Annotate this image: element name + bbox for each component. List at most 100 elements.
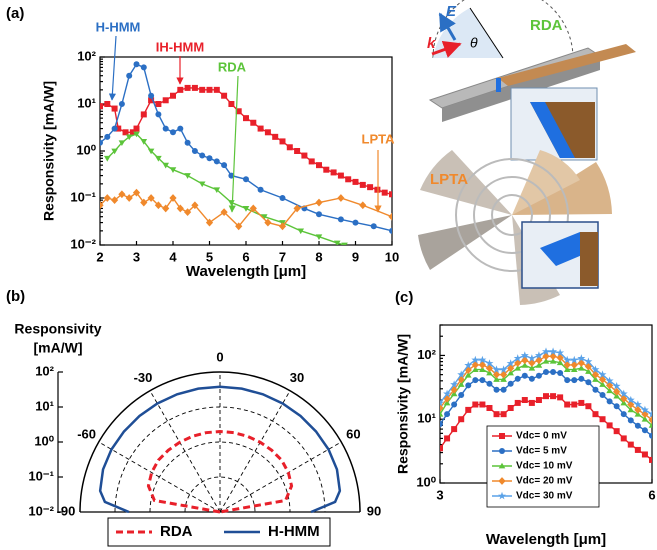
data-point	[472, 366, 479, 372]
data-point	[264, 129, 271, 136]
data-point	[389, 227, 392, 234]
x-tick-label: 8	[315, 249, 322, 264]
data-point	[606, 381, 614, 390]
data-point	[472, 377, 479, 384]
data-point	[228, 101, 235, 107]
series-annotation: H-HMM	[96, 19, 141, 34]
y-axis-label: Responsivity [mA/W]	[41, 81, 57, 221]
data-point	[527, 354, 536, 362]
data-point	[570, 366, 578, 372]
data-point	[443, 389, 452, 398]
data-point	[493, 376, 500, 382]
legend-marker	[498, 491, 506, 500]
data-point	[528, 364, 536, 371]
data-point	[585, 403, 592, 410]
series-line	[106, 133, 345, 245]
data-point	[471, 361, 479, 369]
data-point	[557, 370, 564, 377]
data-point	[550, 393, 557, 400]
data-point	[260, 214, 268, 221]
data-point	[520, 351, 529, 359]
data-point	[147, 148, 155, 155]
data-point	[507, 404, 514, 411]
radial-grid	[184, 476, 256, 513]
data-point	[458, 416, 465, 423]
data-point	[337, 194, 345, 202]
data-point	[606, 398, 613, 405]
data-point	[578, 364, 585, 371]
data-point	[220, 208, 228, 217]
angle-grid	[219, 441, 342, 513]
data-point	[591, 370, 600, 379]
data-point	[649, 432, 652, 439]
rda-arm-top	[498, 44, 636, 86]
device-illustrations: E k θ RDA LPTA	[418, 0, 636, 305]
data-point	[521, 362, 529, 368]
data-point	[464, 371, 472, 378]
data-point	[235, 108, 242, 115]
data-point	[249, 204, 257, 213]
data-point	[570, 361, 578, 369]
data-point	[648, 422, 652, 428]
data-point	[578, 399, 585, 406]
data-point	[388, 212, 392, 221]
data-point	[457, 381, 465, 387]
annotation-arrow	[228, 75, 239, 213]
data-point	[301, 152, 308, 159]
data-point	[564, 401, 571, 408]
data-point	[169, 167, 177, 174]
data-point	[221, 92, 228, 99]
data-point	[564, 377, 571, 384]
data-point	[599, 381, 606, 387]
data-point	[613, 392, 620, 399]
data-point	[592, 376, 599, 382]
data-point	[133, 125, 140, 132]
data-point	[103, 194, 111, 202]
data-point	[563, 366, 571, 372]
x-tick-label: 3	[133, 249, 140, 264]
polar-series	[146, 429, 294, 514]
data-point	[599, 416, 606, 423]
data-point	[598, 375, 607, 384]
data-point	[111, 125, 118, 132]
angle-grid	[219, 390, 291, 513]
legend-label: H-HMM	[268, 523, 320, 540]
k-label: k	[427, 35, 436, 52]
data-point	[486, 369, 493, 376]
angle-tick-label: -90	[57, 503, 76, 518]
data-point	[458, 391, 465, 398]
legend-label: Vdc= 0 mV	[516, 431, 567, 442]
y-tick-label: 10⁰	[76, 142, 96, 157]
x-axis-label: Wavelength [μm]	[186, 263, 306, 280]
data-point	[549, 352, 557, 361]
data-point	[465, 406, 472, 413]
e-label: E	[446, 3, 457, 20]
y-tick-label: 10⁻²	[70, 236, 96, 251]
data-point	[440, 404, 444, 412]
data-point	[542, 357, 550, 364]
data-point	[191, 148, 198, 154]
data-point	[471, 355, 480, 364]
data-point	[257, 186, 264, 193]
legend-marker	[498, 477, 506, 485]
data-point	[563, 355, 572, 364]
data-point	[444, 435, 451, 442]
data-point	[126, 72, 133, 79]
x-tick-label: 9	[352, 249, 359, 264]
data-point	[528, 399, 535, 406]
data-point	[465, 382, 472, 389]
data-point	[140, 64, 147, 71]
data-point	[457, 375, 465, 384]
data-point	[620, 411, 627, 418]
data-point	[352, 219, 359, 226]
data-point	[535, 397, 542, 404]
legend-marker	[498, 462, 506, 469]
data-point	[634, 422, 641, 429]
data-point	[170, 92, 176, 99]
data-point	[627, 406, 635, 413]
data-point	[478, 355, 487, 364]
data-point	[543, 393, 549, 400]
data-point	[605, 376, 614, 385]
data-point	[620, 435, 627, 442]
